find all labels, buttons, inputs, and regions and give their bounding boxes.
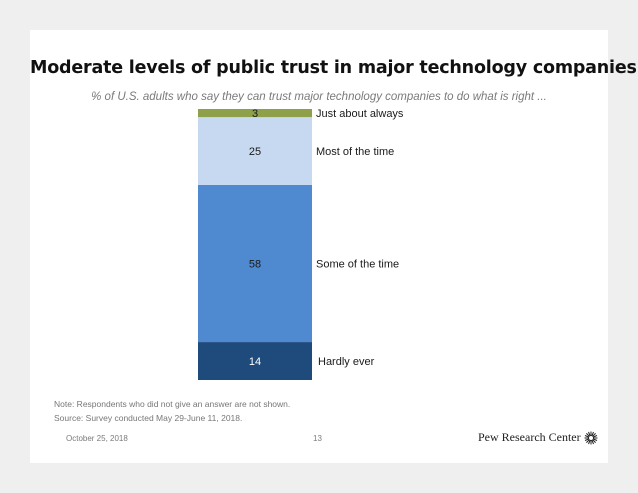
legend-label-some-of-the-time: Some of the time xyxy=(316,258,399,270)
legend-label-hardly-ever: Hardly ever xyxy=(318,356,375,368)
legend-label-just-about-always: Just about always xyxy=(316,108,404,120)
chart-note: Note: Respondents who did not give an an… xyxy=(54,399,291,409)
sunburst-icon xyxy=(584,431,598,444)
data-label-most-of-the-time: 25 xyxy=(249,146,261,158)
pew-logo: Pew Research Center xyxy=(478,430,598,445)
bar-segment-most-of-the-time xyxy=(198,117,312,185)
bar-segment-just-about-always xyxy=(198,109,312,118)
logo-text: Pew Research Center xyxy=(478,430,581,444)
chart-title: Moderate levels of public trust in major… xyxy=(30,58,637,78)
bar-segment-hardly-ever xyxy=(198,342,312,380)
slide: Moderate levels of public trust in major… xyxy=(30,30,637,463)
stacked-bar-chart: 14 Hardly ever 58 Some of the time 25 Most of… xyxy=(198,108,404,380)
legend-label-most-of-the-time: Most of the time xyxy=(316,146,394,158)
data-label-hardly-ever: 14 xyxy=(249,356,261,368)
chart-source: Source: Survey conducted May 29-June 11,… xyxy=(54,413,243,423)
bar-segment-some-of-the-time xyxy=(198,184,312,343)
chart-subtitle: % of U.S. adults who say they can trust … xyxy=(91,91,547,103)
data-label-some-of-the-time: 58 xyxy=(249,258,261,270)
page-number: 13 xyxy=(313,434,322,443)
footer-date: October 25, 2018 xyxy=(66,434,128,443)
data-label-just-about-always: 3 xyxy=(252,108,258,120)
